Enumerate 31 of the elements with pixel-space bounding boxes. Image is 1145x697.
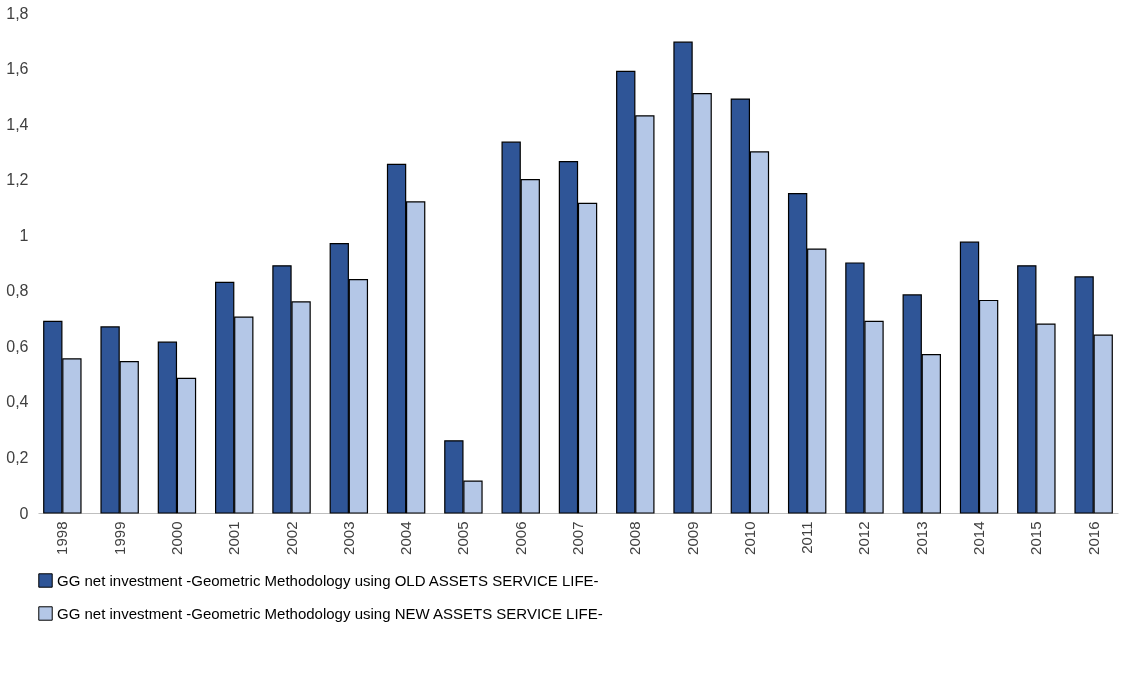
- x-tick-label: 2015: [1027, 521, 1045, 555]
- y-tick-label: 0,8: [6, 282, 29, 300]
- y-tick-label: 0: [19, 504, 29, 522]
- x-tick-label: 2003: [339, 521, 357, 555]
- legend-label: GG net investment -Geometric Methodology using NEW ASSETS SERVICE LIFE-: [57, 604, 603, 622]
- x-tick-label: 2005: [454, 521, 472, 555]
- y-tick-label: 1: [19, 226, 29, 244]
- y-tick-label: 1,2: [6, 171, 29, 189]
- x-tick-label: 2000: [167, 521, 185, 555]
- y-tick-label: 1,8: [6, 4, 29, 22]
- x-tick-label: 2007: [569, 521, 586, 555]
- x-tick-label: 2001: [225, 521, 243, 555]
- y-tick-label: 0,4: [6, 393, 29, 411]
- y-tick-label: 1,4: [6, 115, 29, 133]
- legend-label: GG net investment -Geometric Methodology using OLD ASSETS SERVICE LIFE-: [57, 571, 599, 589]
- x-tick-label: 2012: [855, 521, 873, 555]
- x-tick-label: 2010: [740, 521, 758, 555]
- x-tick-label: 2004: [397, 521, 415, 555]
- y-tick-label: 1,6: [6, 60, 29, 78]
- x-tick-label: 2002: [282, 521, 300, 555]
- x-tick-label: 2014: [970, 521, 988, 555]
- x-tick-label: 1999: [110, 521, 128, 555]
- x-tick-label: 2013: [912, 521, 930, 555]
- x-tick-label: 2009: [683, 521, 701, 555]
- x-tick-label: 1998: [53, 521, 71, 555]
- x-tick-label: 2016: [1084, 521, 1102, 555]
- x-tick-label: 2011: [798, 521, 816, 554]
- x-tick-label: 2008: [626, 521, 644, 555]
- y-tick-label: 0,6: [6, 337, 29, 355]
- y-tick-label: 0,2: [6, 448, 29, 466]
- x-tick-label: 2006: [511, 521, 529, 555]
